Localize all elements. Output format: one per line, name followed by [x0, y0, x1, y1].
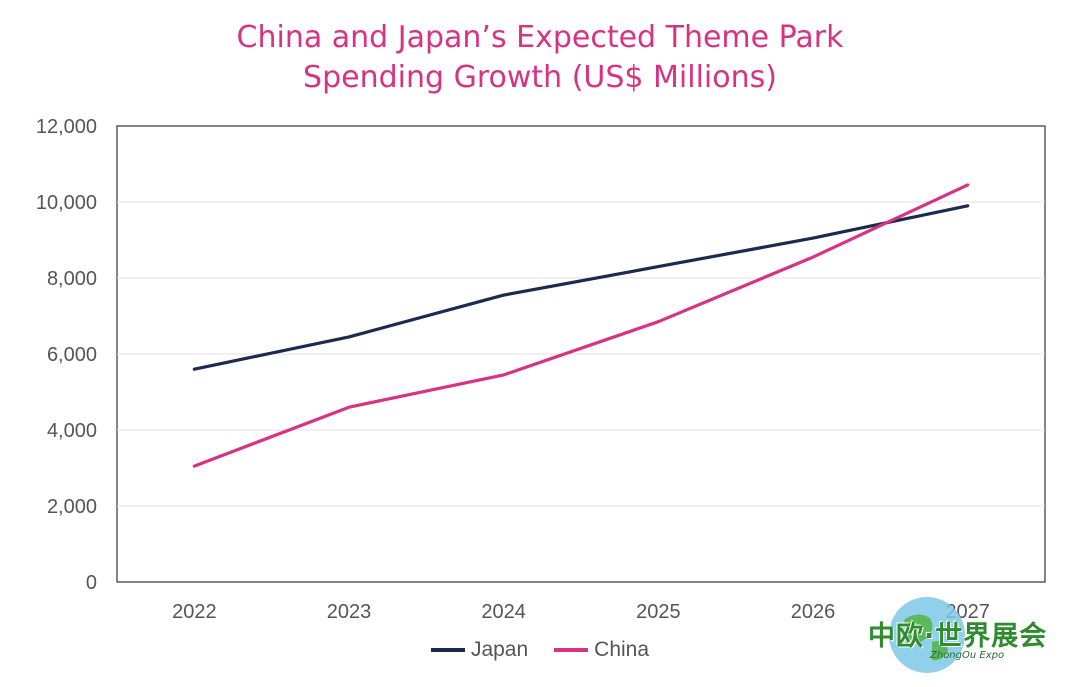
legend-item-china: China	[554, 638, 649, 662]
legend-swatch-japan	[430, 648, 465, 652]
watermark-subtext: ZhongOu Expo	[930, 650, 1005, 661]
x-tick-label: 2024	[481, 601, 526, 623]
legend-label-japan: Japan	[470, 638, 529, 661]
legend: Japan China	[0, 638, 1080, 662]
legend-swatch-china	[554, 648, 589, 652]
y-tick-label: 0	[86, 572, 97, 594]
legend-label-china: China	[594, 638, 650, 661]
y-tick-label: 8,000	[47, 268, 97, 290]
legend-item-japan: Japan	[430, 638, 529, 662]
series-lines	[192, 183, 970, 468]
x-tick-label: 2025	[636, 601, 681, 623]
globe-icon	[889, 597, 965, 673]
y-tick-label: 12,000	[36, 116, 97, 138]
y-tick-label: 4,000	[47, 420, 97, 442]
watermark-text: 中欧·世界展会	[868, 621, 1048, 652]
chart-title: China and Japan’s Expected Theme Park Sp…	[0, 18, 1080, 98]
chart-title-line-1: China and Japan’s Expected Theme Park	[236, 20, 844, 55]
series-line-china	[192, 183, 970, 468]
y-tick-label: 2,000	[47, 496, 97, 518]
y-tick-label: 10,000	[36, 192, 97, 214]
gridlines	[116, 125, 1046, 583]
chart-title-line-2: Spending Growth (US$ Millions)	[303, 60, 777, 95]
series-line-japan	[192, 204, 970, 371]
x-tick-label: 2022	[172, 601, 217, 623]
y-tick-label: 6,000	[47, 344, 97, 366]
y-axis-ticks: 0 2,000 4,000 6,000 8,000 10,000 12,000	[36, 116, 97, 594]
x-tick-label: 2023	[327, 601, 372, 623]
x-tick-label: 2026	[791, 601, 836, 623]
watermark-logo: 中欧·世界展会 ZhongOu Expo	[868, 590, 1073, 680]
